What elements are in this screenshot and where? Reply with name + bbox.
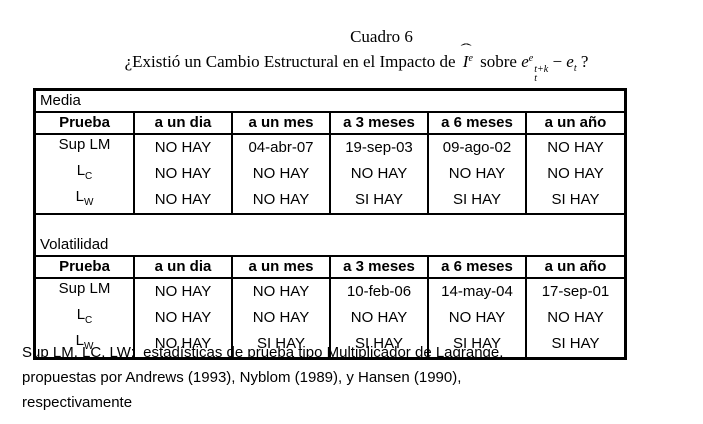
table-row: LW NO HAY SI HAY SI HAY SI HAY SI HAY [36, 331, 624, 357]
footnote-line: Sup LM, LC, LW: estadísticas de prueba t… [22, 344, 504, 361]
column-header: a 3 meses [329, 112, 428, 135]
column-header: a un año [525, 112, 624, 135]
table-cell: NO HAY [525, 305, 624, 331]
i-base: I [462, 52, 469, 71]
column-header: a un mes [231, 255, 330, 279]
row-label: LW [36, 187, 134, 215]
media-section-label: Media [36, 91, 624, 113]
subtitle-text-before: ¿Existió un Cambio Estructural en el Imp… [124, 52, 460, 71]
table-row: LW NO HAY NO HAY SI HAY SI HAY SI HAY [36, 187, 624, 215]
footnote-line: propuestas por Andrews (1993), Nyblom (1… [22, 369, 462, 386]
i-hat-formula: ˆ Ie [460, 43, 473, 72]
column-header: a un dia [133, 255, 232, 279]
table-row: Sup LM NO HAY NO HAY 10-feb-06 14-may-04… [36, 278, 624, 305]
media-section-row: Media [36, 91, 624, 113]
table-cell: 17-sep-01 [525, 278, 624, 305]
table-cell: NO HAY [133, 305, 232, 331]
media-header-row: Prueba a un dia a un mes a 3 meses a 6 m… [36, 112, 624, 135]
row-label: Sup LM [58, 280, 111, 297]
column-header: a un mes [231, 112, 330, 135]
minus-sign: − [548, 52, 567, 71]
stack-bottom: t [534, 73, 537, 84]
table-cell: NO HAY [329, 305, 428, 331]
table-row: LC NO HAY NO HAY NO HAY NO HAY NO HAY [36, 305, 624, 331]
table-cell: NO HAY [133, 187, 232, 215]
table-cell: NO HAY [133, 161, 232, 187]
table-cell: NO HAY [427, 161, 526, 187]
row-label: LW [75, 332, 94, 352]
table-cell: SI HAY [231, 331, 330, 357]
table-cell: NO HAY [525, 161, 624, 187]
row-label: LC [76, 162, 93, 182]
e-expected-superscript: e [528, 53, 534, 64]
e-actual-subscript: t [573, 63, 577, 74]
volatilidad-header-row: Prueba a un dia a un mes a 3 meses a 6 m… [36, 255, 624, 279]
table-cell: NO HAY [329, 161, 428, 187]
stack-top: t+k [534, 64, 549, 75]
column-header: a 6 meses [427, 255, 526, 279]
subtitle-text-mid: sobre [475, 52, 522, 71]
row-label: LC [76, 306, 93, 326]
table-cell: 09-ago-02 [427, 134, 526, 161]
table-row: Sup LM NO HAY 04-abr-07 19-sep-03 09-ago… [36, 134, 624, 161]
results-table-container: Media Prueba a un dia a un mes a 3 meses… [33, 88, 627, 360]
column-header: a 6 meses [427, 112, 526, 135]
media-table: Media Prueba a un dia a un mes a 3 meses… [36, 91, 624, 215]
table-cell: NO HAY [133, 278, 232, 305]
column-header: a un dia [133, 112, 232, 135]
e-actual-base: e [566, 52, 574, 71]
table-cell: 19-sep-03 [329, 134, 428, 161]
e-expected-sub-sup-stack: t+k t [534, 64, 549, 84]
footnote-line: respectivamente [22, 394, 133, 411]
page-title: Cuadro 6 [350, 27, 413, 46]
table-cell: SI HAY [525, 331, 624, 357]
table-subtitle: ¿Existió un Cambio Estructural en el Imp… [5, 43, 703, 84]
row-label: Sup LM [58, 136, 111, 153]
hat-accent-icon: ˆ [460, 42, 472, 57]
table-cell: SI HAY [525, 187, 624, 215]
table-cell: NO HAY [231, 305, 330, 331]
table-cell: SI HAY [329, 187, 428, 215]
table-cell: 04-abr-07 [231, 134, 330, 161]
table-cell: NO HAY [427, 305, 526, 331]
table-cell: NO HAY [231, 278, 330, 305]
volatilidad-table: Prueba a un dia a un mes a 3 meses a 6 m… [36, 255, 624, 357]
e-expected-base: e [521, 52, 529, 71]
table-cell: NO HAY [133, 134, 232, 161]
table-cell: SI HAY [427, 331, 526, 357]
table-cell: NO HAY [525, 134, 624, 161]
table-cell: NO HAY [133, 331, 232, 357]
table-cell: NO HAY [231, 187, 330, 215]
table-cell: NO HAY [231, 161, 330, 187]
table-cell: SI HAY [427, 187, 526, 215]
column-header: a 3 meses [329, 255, 428, 279]
table-footnote: Sup LM, LC, LW: estadísticas de prueba t… [22, 340, 642, 415]
volatilidad-section-label: Volatilidad [40, 235, 109, 253]
table-cell: 10-feb-06 [329, 278, 428, 305]
section-spacer [36, 215, 624, 233]
i-superscript: e [468, 53, 473, 64]
column-header: a un año [525, 255, 624, 279]
table-cell: SI HAY [329, 331, 428, 357]
subtitle-question-mark: ? [576, 52, 589, 71]
table-row: LC NO HAY NO HAY NO HAY NO HAY NO HAY [36, 161, 624, 187]
column-header: Prueba [36, 255, 134, 279]
column-header: Prueba [36, 112, 134, 135]
table-cell: 14-may-04 [427, 278, 526, 305]
